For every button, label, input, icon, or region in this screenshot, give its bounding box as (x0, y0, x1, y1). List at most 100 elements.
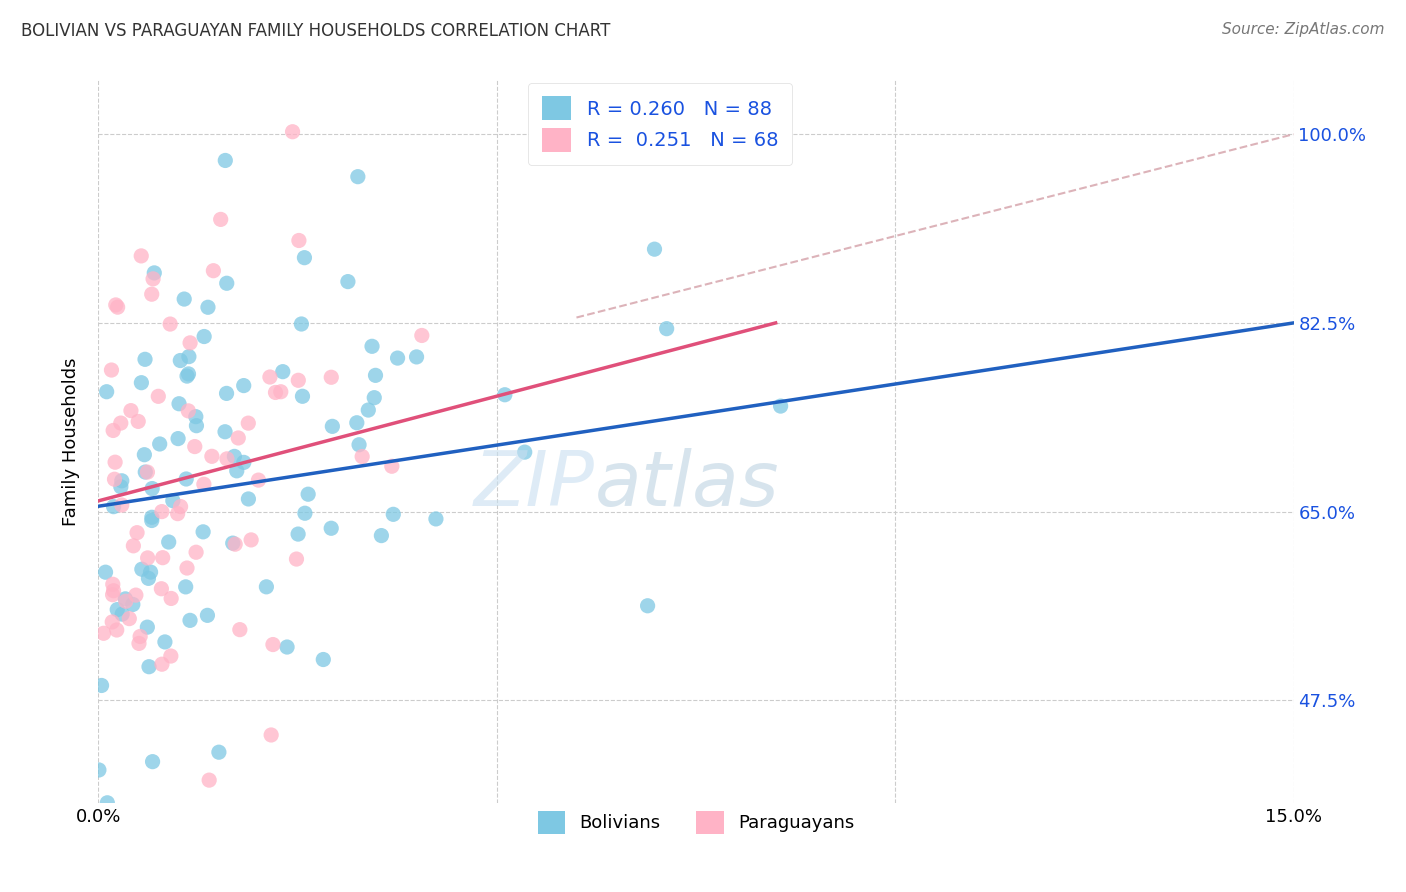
Point (105, 623, 128, 637)
Point (224, 537, 246, 551)
Point (290, 317, 312, 331)
Point (87, 763, 110, 777)
Point (285, 552, 308, 566)
Point (101, 424, 124, 438)
Point (193, 477, 215, 491)
Point (101, 577, 124, 591)
Point (136, 465, 159, 479)
Point (139, 565, 162, 579)
Point (150, 505, 173, 519)
Point (644, 242, 666, 256)
Point (96, 796, 118, 810)
Point (240, 533, 263, 547)
Point (141, 287, 163, 301)
Point (150, 582, 173, 596)
Point (238, 416, 260, 430)
Y-axis label: Family Households: Family Households (62, 358, 80, 525)
Point (104, 455, 127, 469)
Point (176, 561, 198, 575)
Point (281, 125, 304, 139)
Point (637, 599, 659, 613)
Point (101, 588, 124, 602)
Point (177, 404, 200, 418)
Point (179, 335, 201, 350)
Text: Source: ZipAtlas.com: Source: ZipAtlas.com (1222, 22, 1385, 37)
Point (101, 615, 124, 629)
Point (232, 455, 254, 469)
Point (128, 636, 150, 650)
Point (138, 571, 160, 585)
Point (142, 755, 165, 769)
Point (370, 528, 392, 542)
Point (352, 450, 374, 464)
Point (201, 450, 224, 464)
Point (655, 321, 678, 335)
Point (149, 437, 172, 451)
Point (142, 272, 165, 286)
Point (264, 385, 287, 400)
Point (382, 508, 405, 522)
Point (179, 613, 201, 627)
Point (259, 370, 281, 384)
Point (193, 329, 215, 343)
Point (184, 545, 207, 559)
Point (225, 464, 247, 478)
Point (321, 419, 343, 434)
Point (288, 234, 311, 248)
Point (103, 583, 125, 598)
Point (381, 459, 404, 474)
Point (152, 550, 174, 565)
Point (122, 539, 145, 553)
Point (364, 368, 387, 383)
Point (287, 373, 309, 387)
Point (247, 473, 270, 487)
Point (346, 416, 368, 430)
Point (238, 491, 260, 506)
Point (214, 425, 236, 439)
Point (411, 328, 433, 343)
Point (94, 565, 117, 579)
Point (111, 474, 134, 488)
Point (111, 607, 134, 621)
Text: ZIP: ZIP (474, 448, 595, 522)
Point (215, 451, 238, 466)
Point (425, 512, 447, 526)
Point (118, 612, 141, 626)
Point (208, 745, 231, 759)
Point (160, 591, 183, 606)
Point (363, 391, 385, 405)
Point (169, 500, 191, 514)
Point (191, 524, 214, 539)
Text: atlas: atlas (595, 448, 779, 522)
Point (336, 275, 359, 289)
Point (312, 652, 335, 666)
Point (357, 403, 380, 417)
Text: BOLIVIAN VS PARAGUAYAN FAMILY HOUSEHOLDS CORRELATION CHART: BOLIVIAN VS PARAGUAYAN FAMILY HOUSEHOLDS… (21, 22, 610, 40)
Point (157, 535, 180, 549)
Point (167, 397, 190, 411)
Point (184, 409, 207, 424)
Point (229, 623, 252, 637)
Point (214, 153, 236, 168)
Point (513, 445, 536, 459)
Point (166, 507, 188, 521)
Point (141, 510, 163, 524)
Point (321, 370, 343, 384)
Point (143, 266, 166, 280)
Point (271, 365, 294, 379)
Point (405, 350, 427, 364)
Point (96, 384, 118, 399)
Point (494, 388, 516, 402)
Point (209, 212, 232, 227)
Point (129, 630, 152, 644)
Point (291, 389, 314, 403)
Point (105, 602, 128, 616)
Point (160, 648, 183, 663)
Point (226, 431, 249, 445)
Point (110, 416, 132, 430)
Point (177, 367, 200, 381)
Point (294, 251, 316, 265)
Point (347, 438, 370, 452)
Point (387, 351, 409, 365)
Point (222, 536, 245, 550)
